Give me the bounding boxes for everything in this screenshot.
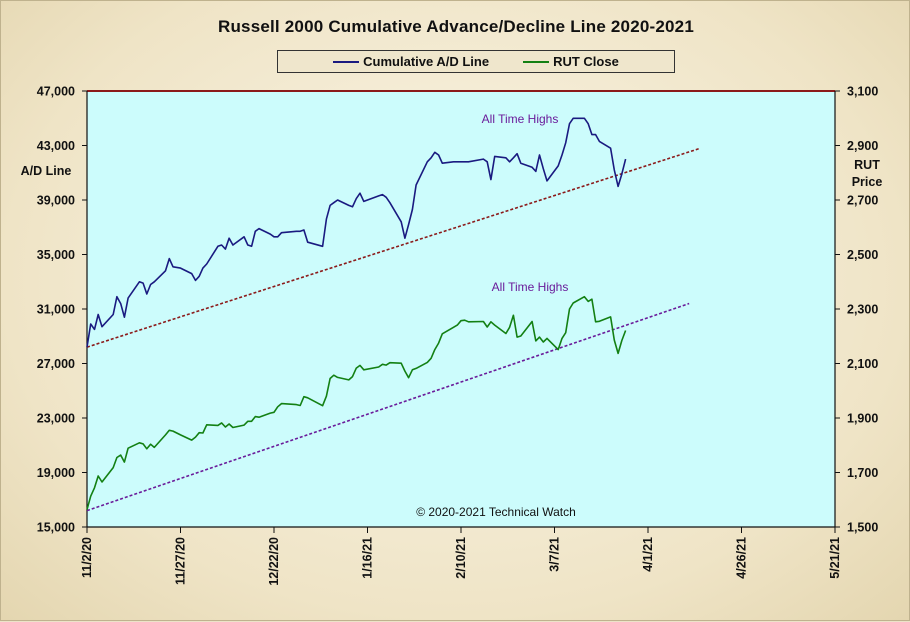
left-axis-label: A/D Line	[21, 164, 72, 178]
left-y-tick-label: 19,000	[37, 466, 75, 480]
series-layer	[86, 117, 627, 510]
left-y-tick-label: 47,000	[37, 85, 75, 99]
left-y-tick-label: 43,000	[37, 139, 75, 153]
chart-legend: Cumulative A/D Line RUT Close	[277, 50, 675, 73]
series-line-ad-line	[86, 117, 627, 348]
ticks-layer: 47,000 43,000 39,000 35,000 31,000 27,000 23,0…	[37, 85, 879, 586]
right-y-tick-label: 2,500	[847, 248, 878, 262]
right-axis-label-line1: RUT	[854, 158, 880, 172]
annotation-ath-rut: All Time Highs	[492, 280, 569, 294]
x-tick-label: 1/16/21	[361, 537, 375, 579]
plot-area	[87, 91, 835, 527]
legend-swatch-ad-line	[333, 60, 360, 63]
right-y-tick-label: 2,100	[847, 357, 878, 371]
legend-swatch-rut-close	[523, 60, 550, 63]
right-y-tick-label: 3,100	[847, 85, 878, 99]
left-y-tick-label: 23,000	[37, 412, 75, 426]
series-line-rut-close	[86, 295, 627, 510]
annotation-ath-ad: All Time Highs	[482, 112, 559, 126]
right-y-tick-label: 1,500	[847, 521, 878, 535]
left-y-tick-label: 35,000	[37, 248, 75, 262]
left-y-tick-label: 31,000	[37, 303, 75, 317]
left-y-tick-label: 27,000	[37, 357, 75, 371]
left-y-tick-label: 39,000	[37, 194, 75, 208]
legend-item-rut-close: RUT Close	[523, 54, 619, 69]
x-tick-label: 5/21/21	[828, 537, 842, 579]
right-y-tick-label: 1,700	[847, 466, 878, 480]
trendline-rut-close	[86, 302, 690, 512]
x-tick-label: 11/2/20	[80, 537, 94, 578]
chart-title: Russell 2000 Cumulative Advance/Decline …	[217, 17, 694, 36]
trendlines-layer	[86, 147, 701, 512]
x-tick-label: 3/7/21	[548, 537, 562, 572]
x-tick-label: 11/27/20	[174, 537, 188, 585]
legend-item-ad-line: Cumulative A/D Line	[333, 54, 489, 69]
x-tick-label: 4/1/21	[641, 537, 655, 572]
left-y-tick-label: 15,000	[37, 521, 75, 535]
right-y-tick-label: 1,900	[847, 412, 878, 426]
x-tick-label: 12/22/20	[267, 537, 281, 586]
right-axis-label-line2: Price	[852, 175, 883, 189]
legend-label-rut-close: RUT Close	[553, 54, 619, 69]
legend-label-ad-line: Cumulative A/D Line	[363, 54, 490, 69]
copyright-text: © 2020-2021 Technical Watch	[416, 505, 576, 519]
right-y-tick-label: 2,300	[847, 303, 878, 317]
x-tick-label: 2/10/21	[454, 537, 468, 579]
right-y-tick-label: 2,900	[847, 139, 878, 153]
trendline-ad-line	[86, 147, 701, 348]
right-y-tick-label: 2,700	[847, 194, 878, 208]
x-tick-label: 4/26/21	[735, 537, 749, 579]
